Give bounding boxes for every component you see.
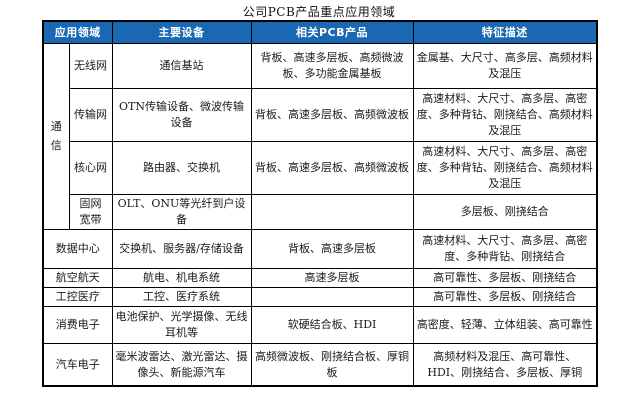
header-devices: 主要设备 <box>111 20 252 44</box>
cell-devices: 工控、医疗系统 <box>111 287 252 307</box>
table-row: 汽车电子 毫米波雷达、激光雷达、摄像头、新能源汽车 高频微波板、刚挠结合板、厚铜… <box>42 343 598 387</box>
cell-pcb: 背板、高速多层板、高频微波板、多功能金属基板 <box>250 43 414 89</box>
cell-features: 高速材料、大尺寸、高多层、高密度、多种背钻、刚挠结合、高频材料及混压 <box>412 141 598 195</box>
table-row: 数据中心 交换机、服务器/存储设备 背板、高速多层板 高速材料、大尺寸、高多层、… <box>42 229 598 269</box>
cell-features: 多层板、刚挠结合 <box>412 194 598 230</box>
table-row: 核心网 路由器、交换机 背板、高速多层板、高频微波板 高速材料、大尺寸、高多层、… <box>43 141 598 195</box>
cell-features: 高速材料、大尺寸、高多层、高密度、多种背钻、刚挠结合 <box>412 229 598 269</box>
cell-features: 高频材料及混压、高可靠性、HDI、刚挠结合、多层板、厚铜 <box>412 343 598 387</box>
cell-features: 金属基、大尺寸、高多层、高频材料及混压 <box>412 43 598 89</box>
cell-features: 高密度、轻薄、立体组装、高可靠性 <box>412 306 598 344</box>
header-row: 应用领域 主要设备 相关PCB产品 特征描述 <box>42 20 598 44</box>
header-features: 特征描述 <box>412 20 598 44</box>
cell-devices: 电池保护、光学摄像、无线耳机等 <box>111 306 252 344</box>
cell-devices: OLT、ONU等光纤到户设备 <box>111 194 252 230</box>
cell-pcb: 高频微波板、刚挠结合板、厚铜板 <box>250 343 414 387</box>
cell-pcb: 软硬结合板、HDI <box>250 306 414 344</box>
table-row: 消费电子 电池保护、光学摄像、无线耳机等 软硬结合板、HDI 高密度、轻薄、立体… <box>42 306 598 344</box>
cell-devices: 毫米波雷达、激光雷达、摄像头、新能源汽车 <box>111 343 252 387</box>
cell-devices: 路由器、交换机 <box>111 141 252 195</box>
cell-group: 汽车电子 <box>42 343 113 387</box>
cell-devices: 航电、机电系统 <box>111 268 252 288</box>
pcb-application-table: 应用领域 主要设备 相关PCB产品 特征描述 通信 无线网 通信基站 背板、高速… <box>42 20 598 387</box>
cell-pcb: 背板、高速多层板、高频微波板 <box>250 88 414 142</box>
cell-subfield: 传输网 <box>68 88 113 142</box>
cell-group: 工控医疗 <box>42 287 113 307</box>
cell-subfield: 固网宽带 <box>68 194 113 230</box>
cell-group: 数据中心 <box>42 229 113 269</box>
header-application: 应用领域 <box>42 20 113 44</box>
cell-subfield: 无线网 <box>68 43 113 89</box>
cell-pcb <box>250 287 414 307</box>
cell-group: 航空航天 <box>42 268 113 288</box>
cell-group: 消费电子 <box>42 306 113 344</box>
table-row: 传输网 OTN传输设备、微波传输设备 背板、高速多层板、高频微波板 高速材料、大… <box>43 88 598 142</box>
cell-group-communication: 通信 <box>42 43 70 230</box>
cell-pcb: 高速多层板 <box>250 268 414 288</box>
cell-features: 高速材料、大尺寸、高多层、高密度、多种背钻、刚挠结合、高频材料及混压 <box>412 88 598 142</box>
page-title: 公司PCB产品重点应用领域 <box>242 5 396 19</box>
cell-pcb <box>250 194 414 230</box>
cell-features: 高可靠性、多层板、刚挠结合 <box>412 287 598 307</box>
table-row: 工控医疗 工控、医疗系统 高可靠性、多层板、刚挠结合 <box>42 287 598 307</box>
table-row: 固网宽带 OLT、ONU等光纤到户设备 多层板、刚挠结合 <box>43 194 598 230</box>
cell-devices: 交换机、服务器/存储设备 <box>111 229 252 269</box>
header-pcb: 相关PCB产品 <box>250 20 414 44</box>
cell-devices: OTN传输设备、微波传输设备 <box>111 88 252 142</box>
cell-pcb: 背板、高速多层板、高频微波板 <box>250 141 414 195</box>
cell-pcb: 背板、高速多层板 <box>250 229 414 269</box>
cell-devices: 通信基站 <box>111 43 252 89</box>
table-row: 航空航天 航电、机电系统 高速多层板 高可靠性、多层板、刚挠结合 <box>42 268 598 288</box>
cell-subfield: 核心网 <box>68 141 113 195</box>
cell-features: 高可靠性、多层板、刚挠结合 <box>412 268 598 288</box>
table-row: 通信 无线网 通信基站 背板、高速多层板、高频微波板、多功能金属基板 金属基、大… <box>42 43 598 230</box>
